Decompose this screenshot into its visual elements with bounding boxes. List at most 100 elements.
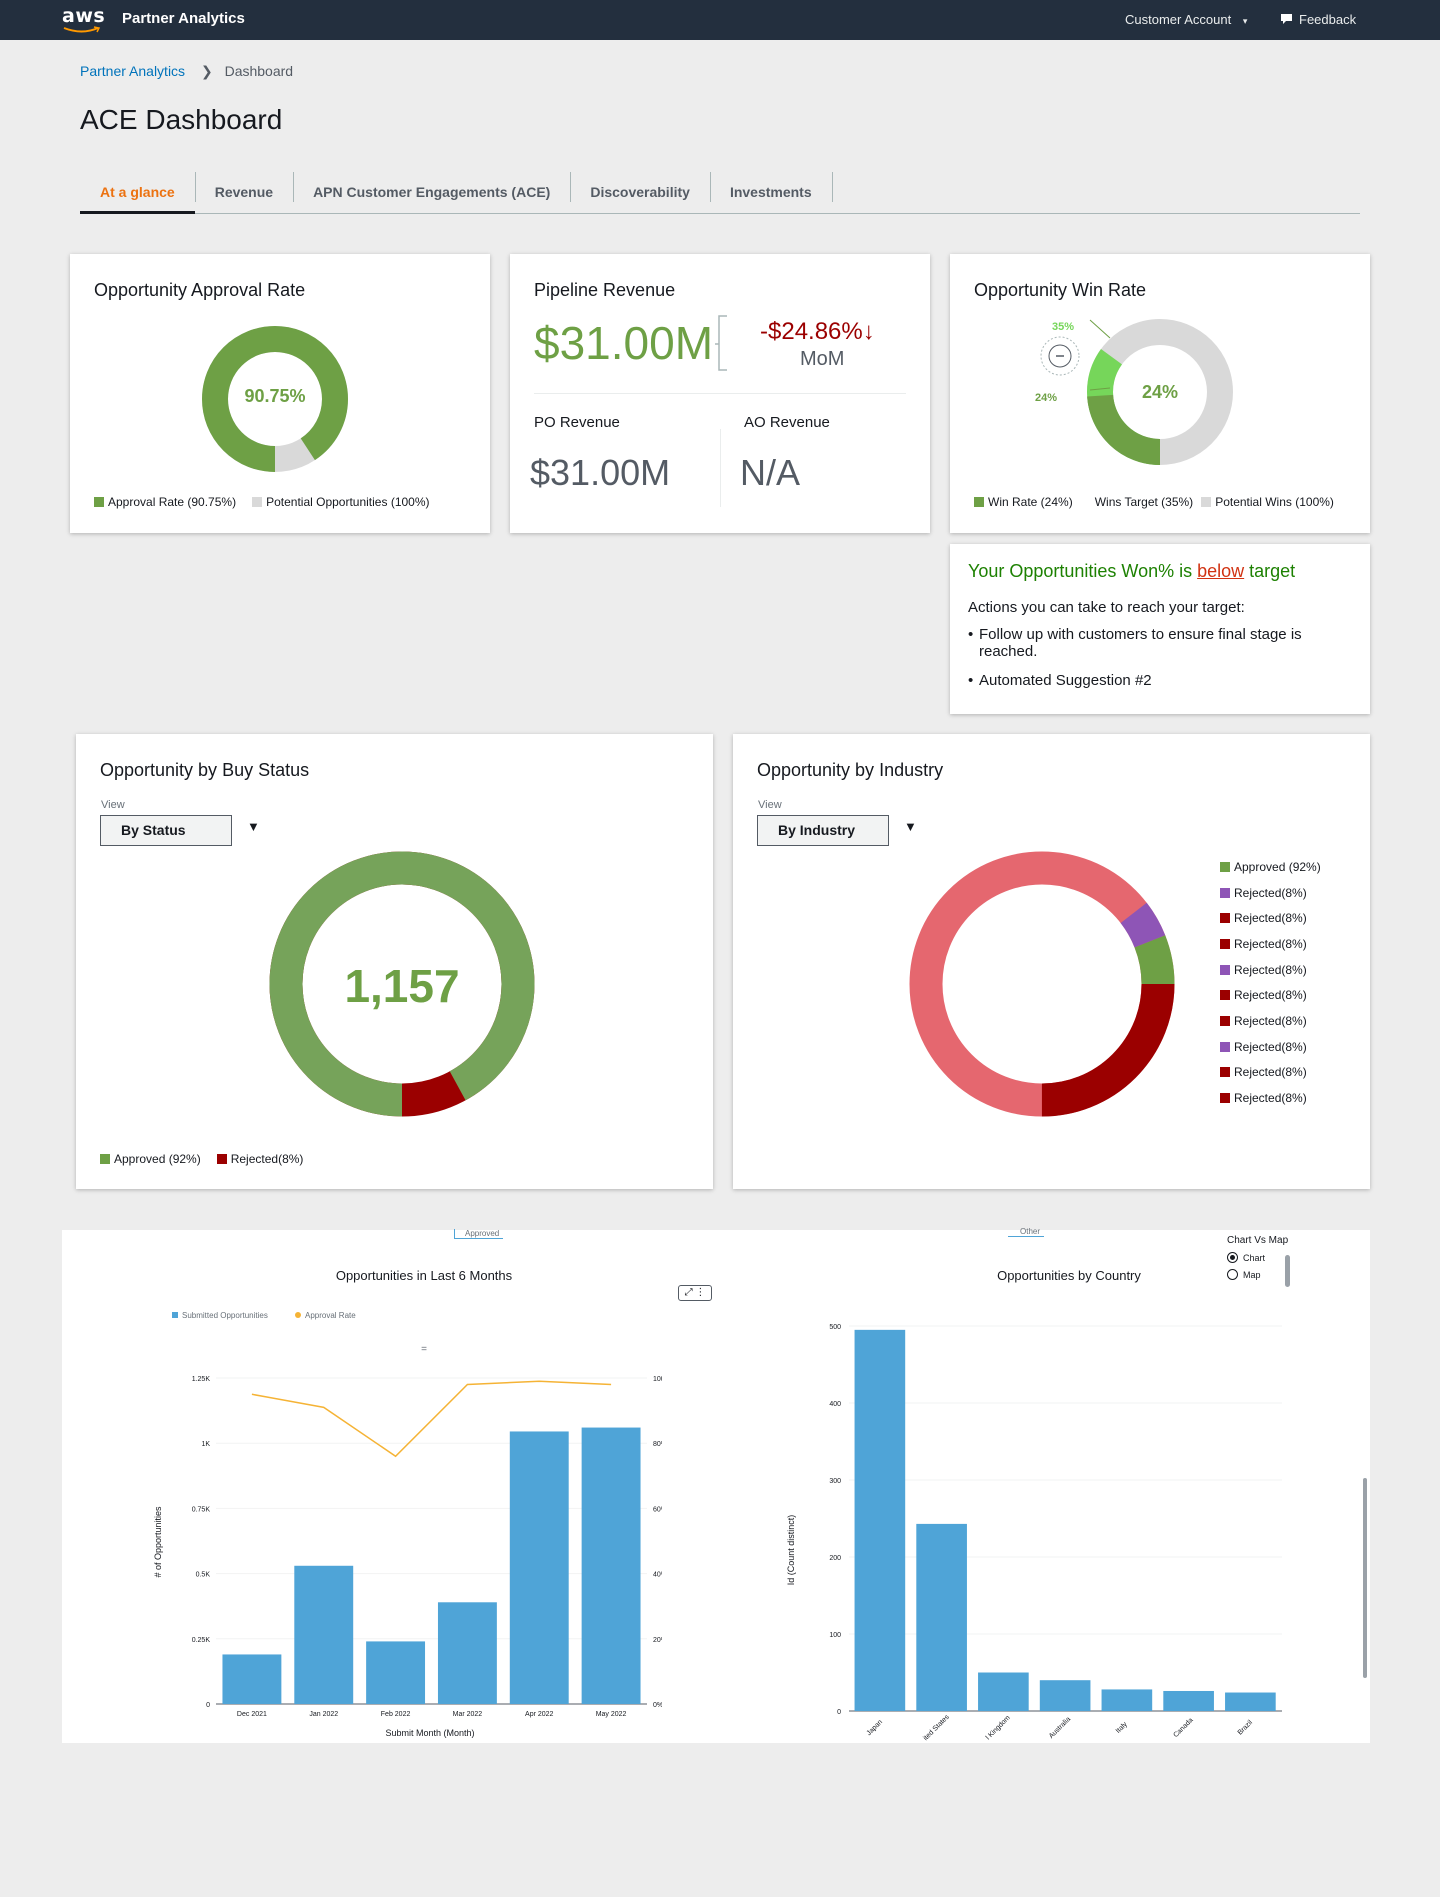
win-rate-card: Opportunity Win Rate 35% 24% 24% Win Rat… bbox=[950, 254, 1370, 533]
x-tick-label: Brazil bbox=[1237, 1719, 1255, 1737]
legend-swatch bbox=[100, 1154, 110, 1164]
feedback-button[interactable]: Feedback bbox=[1280, 12, 1356, 27]
industry-legend: Approved (92%) Rejected(8%) Rejected(8%) Re… bbox=[1220, 854, 1321, 1111]
bar[interactable] bbox=[437, 1602, 497, 1704]
x-tick-label: Jan 2022 bbox=[309, 1711, 338, 1718]
dropdown-arrow-icon[interactable]: ▼ bbox=[904, 819, 917, 834]
y2-tick-label: 0% bbox=[653, 1702, 662, 1709]
aws-logo[interactable]: aws bbox=[62, 5, 106, 27]
legend-label: Win Rate (24%) bbox=[988, 495, 1073, 509]
bar[interactable] bbox=[978, 1672, 1029, 1712]
legend-label: Rejected(8%) bbox=[1234, 988, 1307, 1003]
pipeline-value: $31.00M bbox=[534, 317, 714, 369]
legend-swatch bbox=[172, 1312, 178, 1318]
bar[interactable] bbox=[854, 1329, 906, 1711]
y-tick-label: 100 bbox=[829, 1632, 841, 1639]
legend-item: Rejected(8%) bbox=[1220, 905, 1321, 931]
toggle-title: Chart Vs Map bbox=[1227, 1235, 1289, 1246]
legend-label: Rejected(8%) bbox=[1234, 1013, 1307, 1028]
bar[interactable] bbox=[509, 1431, 569, 1704]
x-tick-label: Canada bbox=[1172, 1717, 1194, 1739]
bar[interactable] bbox=[581, 1427, 641, 1704]
industry-select[interactable]: By Industry bbox=[757, 815, 889, 846]
legend-swatch bbox=[1220, 1067, 1230, 1078]
drag-handle-icon[interactable]: = bbox=[421, 1344, 427, 1355]
bar[interactable] bbox=[1101, 1689, 1153, 1711]
radio-chart[interactable]: Chart bbox=[1227, 1252, 1265, 1263]
y2-tick-label: 40% bbox=[653, 1572, 662, 1579]
win-center-value: 24% bbox=[1141, 382, 1179, 402]
ao-revenue-label: AO Revenue bbox=[744, 414, 830, 431]
legend-swatch bbox=[1220, 913, 1230, 924]
win-arc bbox=[1087, 319, 1233, 465]
bullet: • bbox=[968, 672, 974, 689]
y-tick-label: 500 bbox=[829, 1324, 841, 1331]
approval-arc bbox=[202, 326, 348, 472]
bar[interactable] bbox=[1163, 1690, 1214, 1711]
chart-options-button[interactable]: ⤢ ⋮ bbox=[678, 1285, 712, 1301]
bar[interactable] bbox=[366, 1641, 426, 1704]
tab-revenue[interactable]: Revenue bbox=[194, 170, 293, 214]
view-label: View bbox=[101, 799, 125, 811]
approved-arc bbox=[269, 851, 535, 1117]
legend-label: Rejected(8%) bbox=[1234, 1065, 1307, 1080]
status-select[interactable]: By Status bbox=[100, 815, 232, 846]
win-value-label: 24% bbox=[1035, 392, 1058, 404]
bullet: • bbox=[968, 626, 974, 643]
aws-smile-icon bbox=[63, 26, 101, 33]
po-revenue-value: $31.00M bbox=[530, 452, 671, 493]
tab-investments[interactable]: Investments bbox=[709, 170, 832, 214]
suggestion-text: Follow up with customers to ensure final… bbox=[979, 626, 1302, 660]
breadcrumb-current: Dashboard bbox=[224, 63, 294, 79]
po-revenue-label: PO Revenue bbox=[534, 414, 620, 431]
bottom-charts-panel: Approved Other Chart Vs Map Chart Map ⤢ … bbox=[62, 1227, 1370, 1743]
legend-item: Rejected(8%) bbox=[1220, 1008, 1321, 1034]
radio-map[interactable]: Map bbox=[1227, 1269, 1261, 1280]
below-link[interactable]: below bbox=[1197, 561, 1245, 581]
months-chart: Opportunities in Last 6 Months Submitted … bbox=[153, 1268, 662, 1738]
bar[interactable] bbox=[222, 1654, 282, 1704]
breadcrumb-partner-analytics[interactable]: Partner Analytics bbox=[80, 63, 186, 79]
legend-swatch bbox=[1220, 990, 1230, 1001]
x-tick-label: Mar 2022 bbox=[453, 1711, 483, 1718]
legend-label: Rejected(8%) bbox=[1234, 962, 1307, 977]
approval-rate-line[interactable] bbox=[251, 1380, 612, 1458]
app-name[interactable]: Partner Analytics bbox=[122, 10, 245, 27]
buy-status-legend: Approved (92%) Rejected(8%) bbox=[100, 1152, 303, 1166]
legend-label: Rejected(8%) bbox=[1234, 1091, 1307, 1106]
legend-swatch bbox=[974, 497, 984, 507]
pipeline-change: -$24.86%↓ bbox=[760, 318, 875, 345]
legend-swatch bbox=[1220, 1015, 1230, 1026]
y-tick-label: 1K bbox=[201, 1441, 210, 1448]
chevron-down-icon: ▾ bbox=[1242, 16, 1248, 26]
panel-scrollbar[interactable] bbox=[1363, 1478, 1367, 1678]
legend-item: Rejected(8%) bbox=[1220, 982, 1321, 1008]
legend-item: Rejected(8%) bbox=[1220, 1085, 1321, 1111]
legend-swatch bbox=[94, 497, 104, 507]
dropdown-arrow-icon[interactable]: ▼ bbox=[247, 819, 260, 834]
x-tick-label: Dec 2021 bbox=[237, 1711, 267, 1718]
headline-text: Your Opportunities Won% is bbox=[968, 561, 1198, 581]
suggestion-text: Automated Suggestion #2 bbox=[979, 672, 1152, 689]
customer-account-menu[interactable]: Customer Account ▾ bbox=[1125, 12, 1247, 27]
y-tick-label: 400 bbox=[829, 1401, 841, 1408]
stub-text: Other bbox=[1020, 1227, 1041, 1236]
tab-discoverability[interactable]: Discoverability bbox=[570, 170, 710, 214]
toggle-scrollbar[interactable] bbox=[1285, 1255, 1290, 1287]
y-axis-title: # of Opportunities bbox=[153, 1506, 163, 1578]
card-title: Opportunity Win Rate bbox=[974, 280, 1147, 300]
tab-at-a-glance[interactable]: At a glance bbox=[80, 170, 195, 214]
page-title: ACE Dashboard bbox=[80, 104, 283, 135]
bar[interactable] bbox=[1039, 1680, 1091, 1711]
expand-icon: ⤢ bbox=[684, 1287, 693, 1298]
radio-empty-icon bbox=[1227, 1269, 1238, 1280]
bar[interactable] bbox=[1225, 1692, 1276, 1711]
bar[interactable] bbox=[916, 1523, 967, 1711]
y-tick-label: 0 bbox=[837, 1709, 841, 1716]
bar[interactable] bbox=[294, 1565, 354, 1704]
tab-ace[interactable]: APN Customer Engagements (ACE) bbox=[293, 170, 570, 214]
y-tick-label: 200 bbox=[829, 1555, 841, 1562]
approved-stub-label: Approved bbox=[454, 1229, 504, 1239]
industry-donut bbox=[909, 851, 1175, 1117]
pipeline-change-label: MoM bbox=[800, 348, 845, 370]
